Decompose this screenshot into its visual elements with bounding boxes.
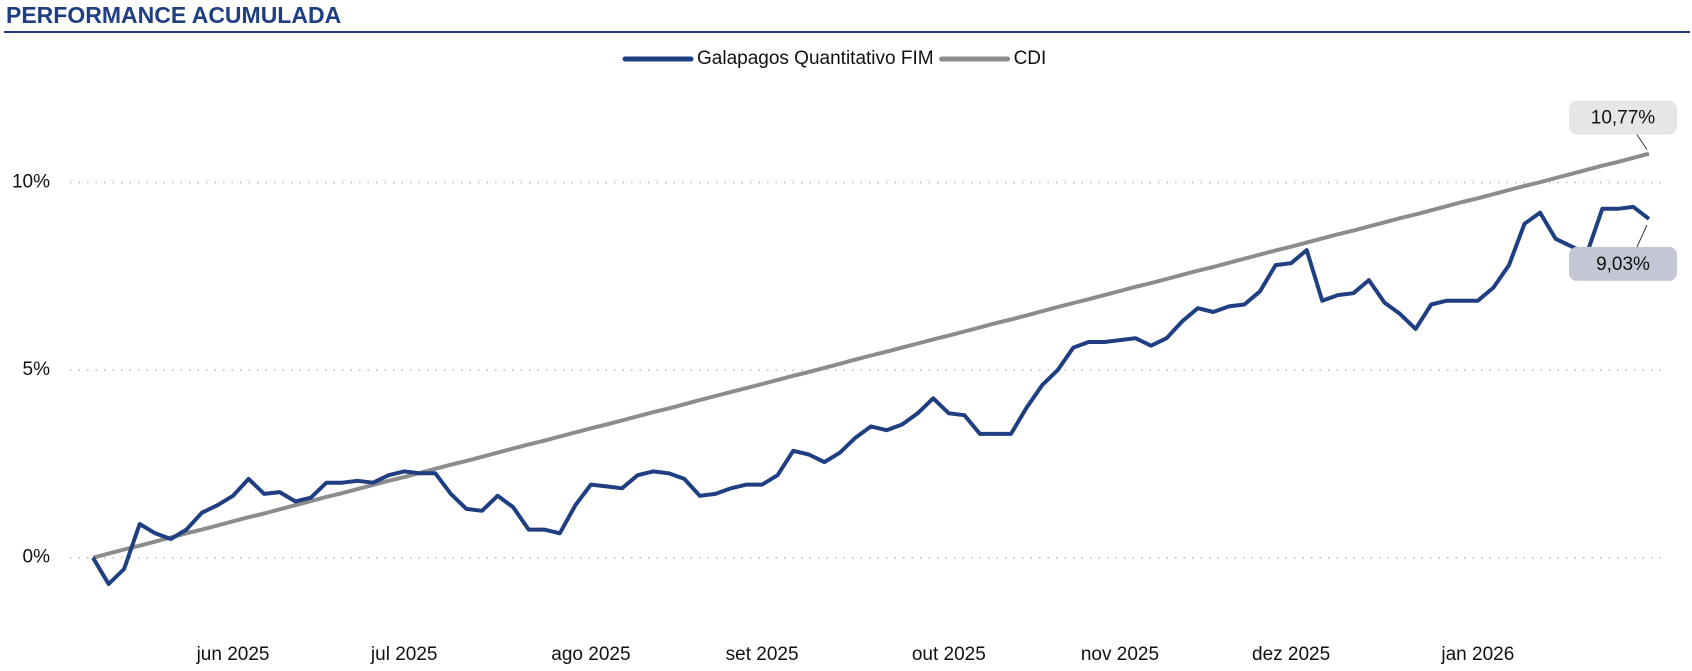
value-label-box <box>1569 100 1677 135</box>
value-label: 9,03% <box>1596 254 1650 275</box>
x-tick-label: ago 2025 <box>551 644 630 665</box>
y-tick-label: 0% <box>23 547 51 568</box>
series-line <box>92 151 1650 560</box>
value-label-leader <box>1636 134 1648 150</box>
value-label: 10,77% <box>1591 108 1656 129</box>
y-tick-label: 5% <box>23 359 51 380</box>
y-tick-label: 10% <box>12 172 50 193</box>
value-label-leader <box>1636 224 1648 248</box>
x-tick-label: jun 2025 <box>196 644 270 665</box>
chart-title: PERFORMANCE ACUMULADA <box>6 2 341 28</box>
x-tick-label: dez 2025 <box>1252 644 1330 665</box>
x-tick-label: out 2025 <box>912 644 986 665</box>
legend-label: Galapagos Quantitativo FIM <box>697 48 934 69</box>
series-line <box>91 204 1651 586</box>
legend-label: CDI <box>1014 48 1047 69</box>
x-tick-label: jan 2026 <box>1440 644 1514 665</box>
x-tick-label: set 2025 <box>726 644 799 665</box>
value-label-box <box>1569 246 1677 281</box>
x-tick-label: jul 2025 <box>370 644 438 665</box>
x-tick-label: nov 2025 <box>1081 644 1159 665</box>
